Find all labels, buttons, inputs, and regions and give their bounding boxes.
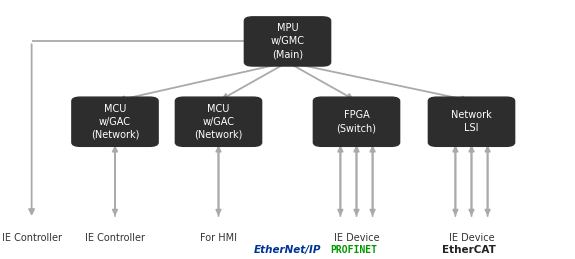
FancyBboxPatch shape bbox=[72, 97, 158, 146]
Text: MPU
w/GMC
(Main): MPU w/GMC (Main) bbox=[270, 23, 305, 60]
Text: IE Device: IE Device bbox=[448, 233, 494, 243]
Text: PROFINET: PROFINET bbox=[330, 245, 377, 255]
Text: MCU
w/GAC
(Network): MCU w/GAC (Network) bbox=[194, 104, 243, 140]
Text: Network
LSI: Network LSI bbox=[451, 110, 492, 133]
Text: EtherCAT: EtherCAT bbox=[442, 245, 496, 255]
Text: IE Controller: IE Controller bbox=[2, 233, 62, 243]
Text: MCU
w/GAC
(Network): MCU w/GAC (Network) bbox=[91, 104, 139, 140]
Text: IE Controller: IE Controller bbox=[85, 233, 145, 243]
Text: EtherNet/IP: EtherNet/IP bbox=[254, 245, 321, 255]
FancyBboxPatch shape bbox=[428, 97, 515, 146]
FancyBboxPatch shape bbox=[244, 17, 331, 66]
FancyBboxPatch shape bbox=[175, 97, 262, 146]
Text: IE Device: IE Device bbox=[334, 233, 380, 243]
Text: For HMI: For HMI bbox=[200, 233, 237, 243]
FancyBboxPatch shape bbox=[313, 97, 400, 146]
Text: FPGA
(Switch): FPGA (Switch) bbox=[336, 110, 377, 133]
